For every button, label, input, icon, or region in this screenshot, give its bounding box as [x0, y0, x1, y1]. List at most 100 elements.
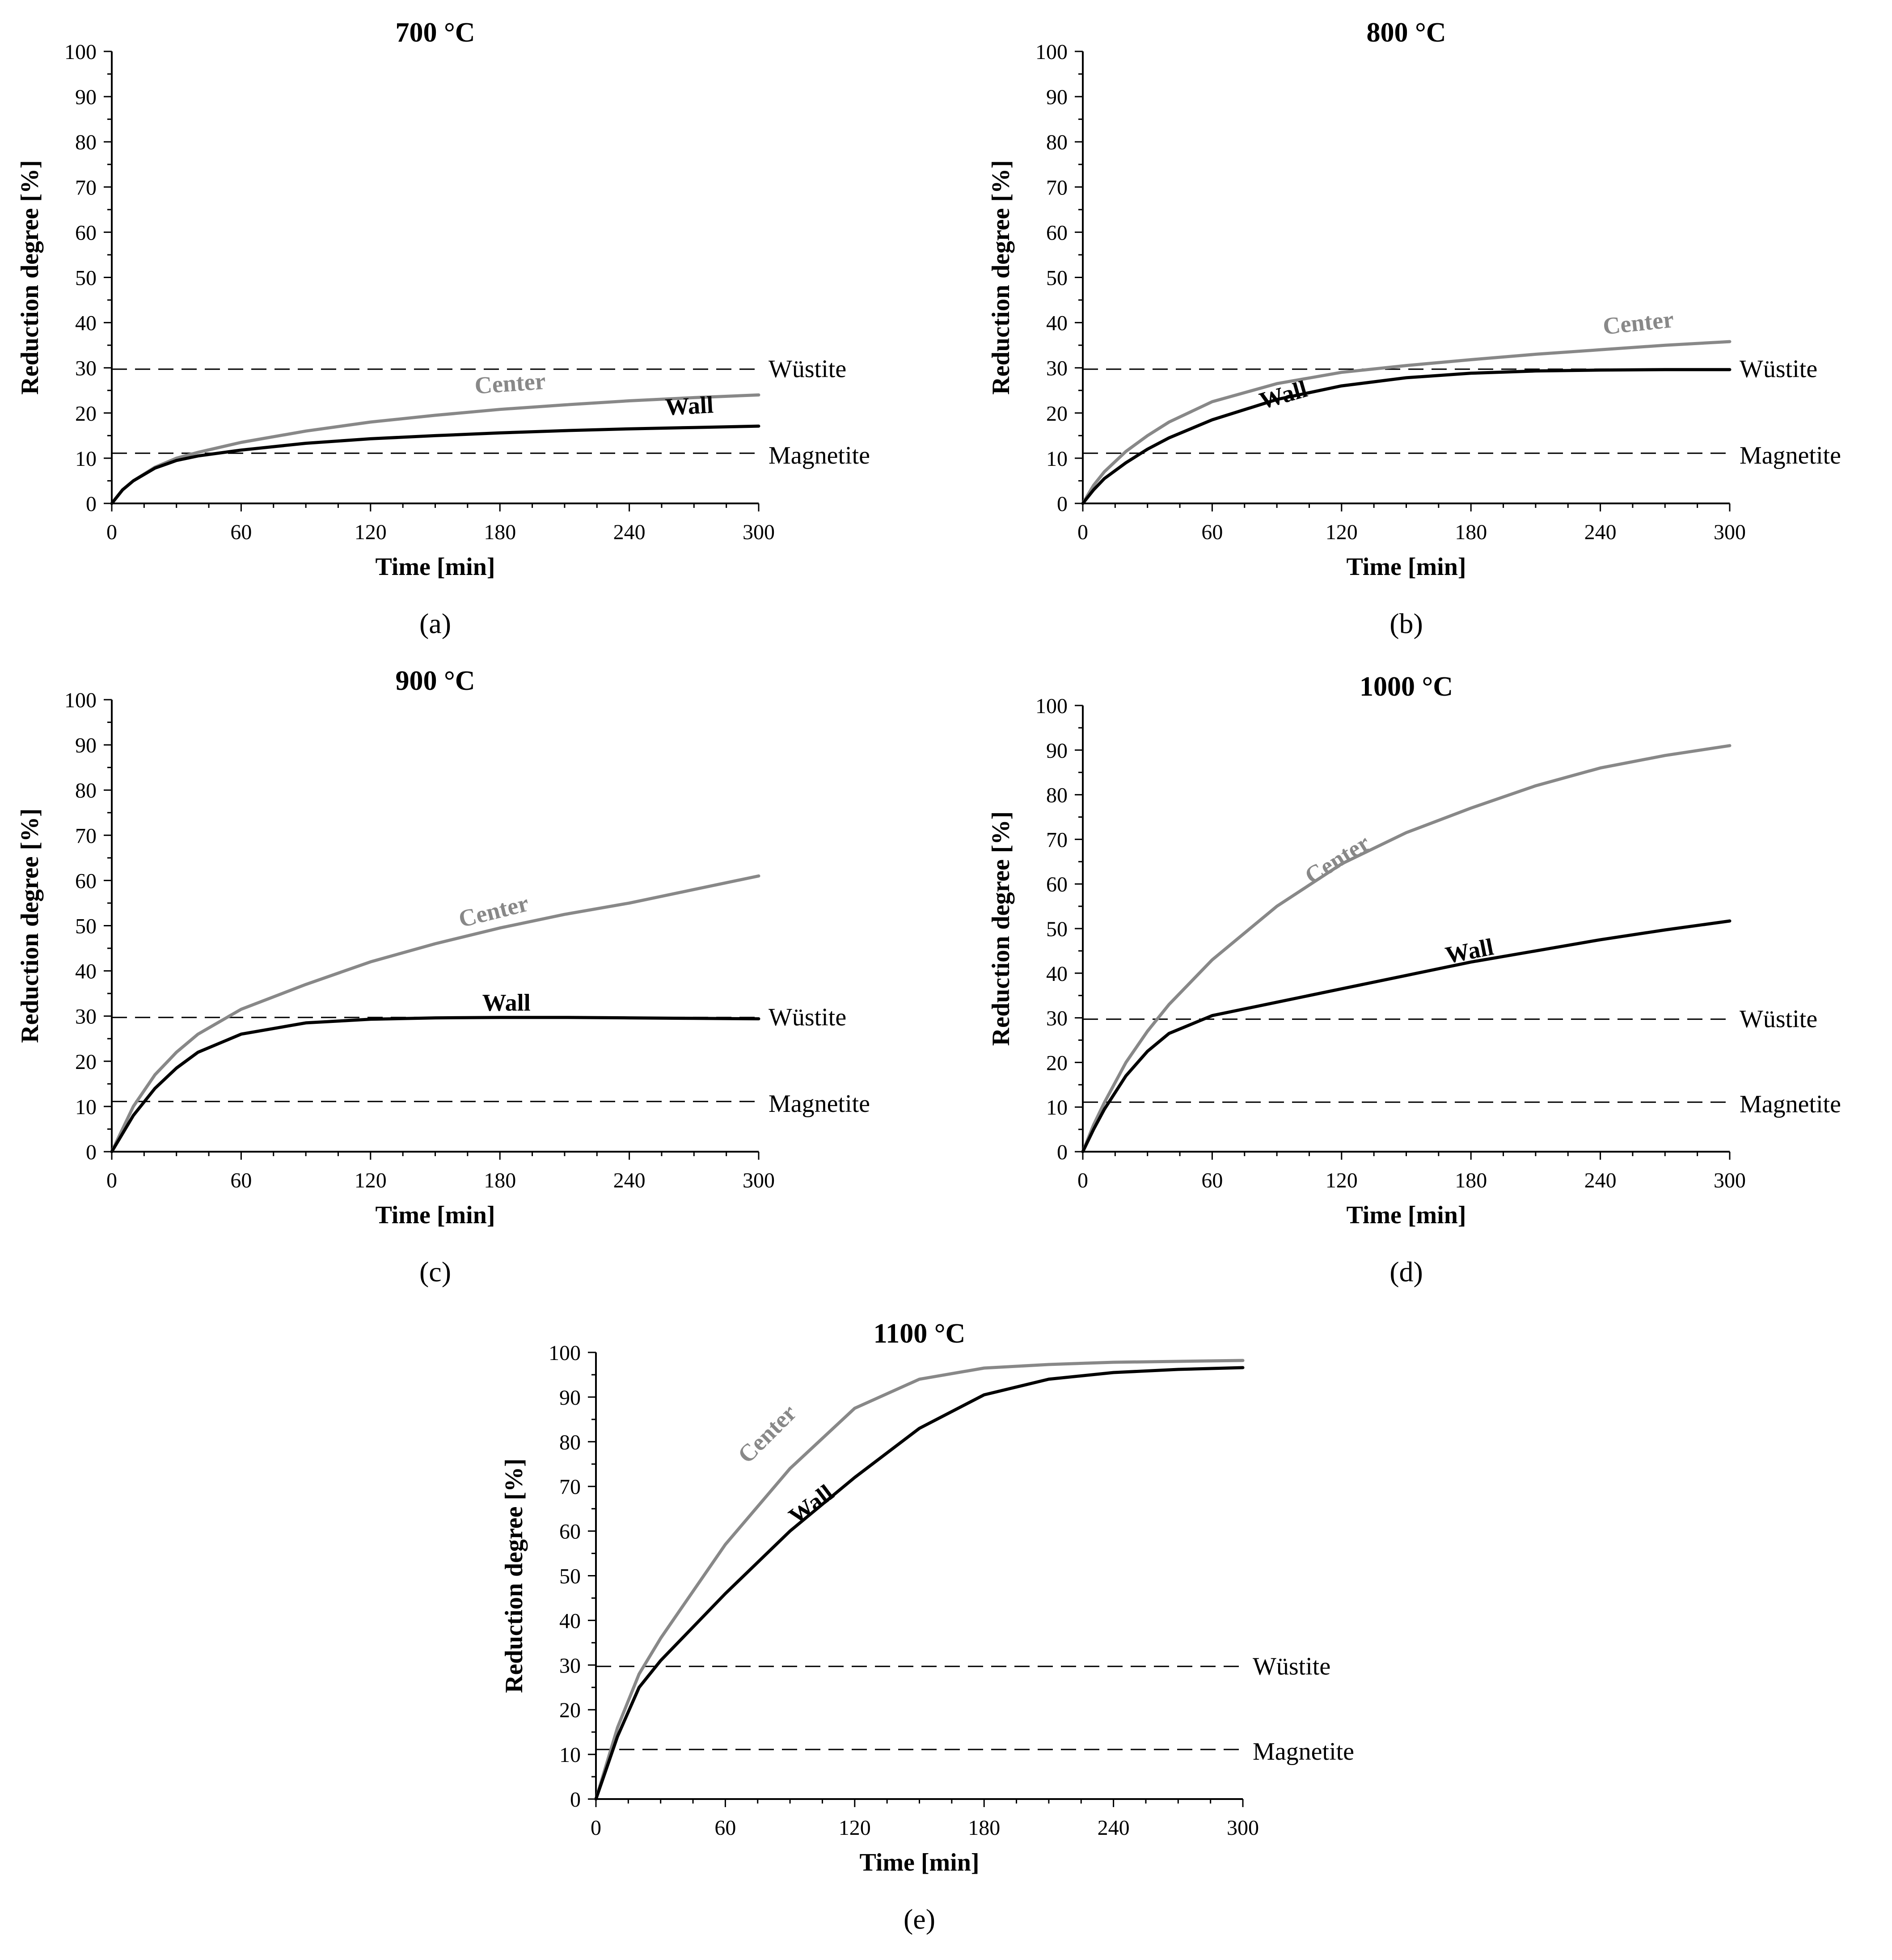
x-tick-label: 0 — [1077, 520, 1088, 544]
series-label-center: Center — [1601, 306, 1675, 340]
series-label-wall: Wall — [1443, 933, 1495, 969]
x-tick-label: 60 — [230, 520, 252, 544]
y-tick-label: 80 — [1046, 784, 1068, 807]
y-tick-label: 0 — [1057, 492, 1068, 516]
x-tick-label: 60 — [1201, 520, 1223, 544]
series-label-wall: Wall — [1256, 376, 1310, 414]
x-tick-label: 60 — [230, 1169, 252, 1192]
y-tick-label: 40 — [1046, 962, 1068, 986]
x-tick-label: 300 — [1714, 520, 1746, 544]
reference-line-label: Wüstite — [1740, 1005, 1817, 1033]
chart-title: 1000 °C — [1360, 672, 1453, 702]
y-tick-label: 90 — [559, 1386, 581, 1410]
y-tick-label: 10 — [1046, 447, 1068, 471]
series-line-center — [594, 1359, 1245, 1801]
x-tick-label: 240 — [613, 1169, 646, 1192]
reference-line-label: Magnetite — [1740, 442, 1841, 469]
series-line-wall — [110, 424, 760, 505]
x-tick-label: 0 — [1077, 1169, 1088, 1192]
series-line-center — [1081, 340, 1732, 505]
x-tick-label: 120 — [1326, 1169, 1358, 1192]
y-tick-label: 90 — [1046, 739, 1068, 763]
series-line-wall — [594, 1366, 1245, 1801]
chart-panel-a: 700 °C 0 10 20 30 40 50 60 70 80 90 100 0 60 120 180 240… — [16, 17, 870, 639]
reference-line-label: Wüstite — [1740, 355, 1817, 383]
x-tick-label: 120 — [355, 520, 387, 544]
y-tick-label: 100 — [1035, 694, 1068, 718]
y-tick-label: 20 — [559, 1698, 581, 1722]
series-line-wall — [110, 1016, 760, 1153]
y-tick-label: 60 — [75, 869, 97, 893]
y-tick-label: 40 — [75, 960, 97, 984]
y-tick-label: 30 — [1046, 1007, 1068, 1031]
x-tick-label: 240 — [1584, 520, 1617, 544]
x-tick-label: 180 — [968, 1816, 1000, 1840]
panel-caption: (a) — [419, 608, 451, 639]
x-tick-label: 120 — [1326, 520, 1358, 544]
y-tick-label: 40 — [1046, 312, 1068, 335]
y-tick-label: 30 — [75, 357, 97, 380]
y-tick-label: 60 — [1046, 873, 1068, 896]
x-tick-label: 300 — [1227, 1816, 1259, 1840]
x-tick-label: 300 — [1714, 1169, 1746, 1192]
y-tick-label: 20 — [75, 1050, 97, 1074]
chart-title: 700 °C — [395, 17, 475, 48]
x-tick-label: 60 — [714, 1816, 736, 1840]
reference-line-label: Wüstite — [769, 1004, 846, 1031]
series-label-wall: Wall — [482, 989, 531, 1016]
y-tick-label: 10 — [559, 1743, 581, 1767]
y-tick-label: 40 — [559, 1609, 581, 1633]
chart-panel-b: 800 °C 0 10 20 30 40 50 60 70 80 90 100 0 60 120 180 240… — [987, 17, 1841, 639]
x-axis-label: Time [min] — [1346, 553, 1466, 581]
y-tick-label: 50 — [1046, 917, 1068, 941]
y-tick-label: 80 — [559, 1431, 581, 1454]
series-label-center: Center — [474, 368, 547, 399]
reference-line-label: Wüstite — [1253, 1652, 1330, 1680]
y-tick-label: 30 — [75, 1005, 97, 1029]
x-tick-label: 300 — [743, 1169, 775, 1192]
y-tick-label: 60 — [75, 221, 97, 245]
y-tick-label: 30 — [559, 1654, 581, 1677]
chart-panel-d: 1000 °C 0 10 20 30 40 50 60 70 80 90 100 0 60 120 180 24… — [987, 672, 1841, 1288]
y-tick-label: 90 — [1046, 85, 1068, 109]
y-axis-label: Reduction degree [%] — [987, 160, 1015, 395]
x-tick-label: 60 — [1201, 1169, 1223, 1192]
y-tick-label: 70 — [75, 824, 97, 848]
y-tick-label: 60 — [1046, 221, 1068, 245]
y-tick-label: 70 — [559, 1475, 581, 1499]
chart-panel-e: 1100 °C 0 10 20 30 40 50 60 70 80 90 100 0 60 120 180 24… — [500, 1318, 1354, 1935]
x-tick-label: 0 — [106, 1169, 117, 1192]
y-tick-label: 70 — [75, 176, 97, 199]
series-label-center: Center — [732, 1399, 802, 1469]
series-line-center — [110, 393, 760, 505]
y-tick-label: 70 — [1046, 176, 1068, 199]
y-tick-label: 50 — [75, 266, 97, 290]
y-tick-label: 0 — [570, 1788, 581, 1812]
x-tick-label: 240 — [1098, 1816, 1130, 1840]
y-tick-label: 100 — [549, 1341, 581, 1365]
x-tick-label: 120 — [839, 1816, 871, 1840]
y-tick-label: 90 — [75, 734, 97, 757]
x-axis-label: Time [min] — [859, 1849, 979, 1876]
chart-title: 1100 °C — [874, 1318, 966, 1349]
y-tick-label: 40 — [75, 312, 97, 335]
x-tick-label: 300 — [743, 520, 775, 544]
panel-caption: (b) — [1389, 608, 1423, 639]
y-tick-label: 50 — [75, 915, 97, 938]
x-tick-label: 0 — [591, 1816, 601, 1840]
y-tick-label: 60 — [559, 1520, 581, 1544]
series-label-center: Center — [456, 890, 532, 933]
x-tick-label: 180 — [1455, 520, 1487, 544]
y-tick-label: 20 — [1046, 1051, 1068, 1075]
reference-line-label: Magnetite — [769, 1090, 870, 1118]
x-axis-label: Time [min] — [375, 1201, 495, 1229]
y-tick-label: 90 — [75, 85, 97, 109]
y-tick-label: 80 — [1046, 131, 1068, 154]
y-tick-label: 10 — [75, 447, 97, 471]
y-tick-label: 0 — [86, 492, 97, 516]
chart-panel-c: 900 °C 0 10 20 30 40 50 60 70 80 90 100 0 60 120 180 240… — [16, 666, 870, 1288]
panel-caption: (c) — [419, 1256, 451, 1288]
panel-caption: (e) — [904, 1903, 935, 1935]
reference-line-label: Magnetite — [1253, 1738, 1354, 1766]
